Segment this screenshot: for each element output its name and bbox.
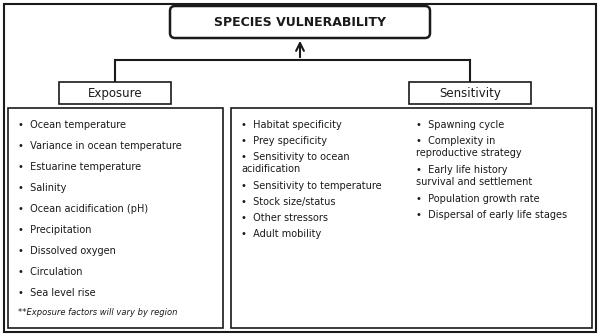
Text: •  Dispersal of early life stages: • Dispersal of early life stages: [416, 210, 567, 220]
FancyBboxPatch shape: [59, 82, 171, 104]
Text: •  Salinity: • Salinity: [18, 183, 67, 193]
Text: •  Complexity in
reproductive strategy: • Complexity in reproductive strategy: [416, 136, 521, 158]
Text: •  Stock size/status: • Stock size/status: [241, 197, 335, 207]
FancyBboxPatch shape: [231, 108, 592, 328]
Text: •  Dissolved oxygen: • Dissolved oxygen: [18, 246, 116, 256]
Text: •  Ocean temperature: • Ocean temperature: [18, 120, 126, 130]
Text: **Exposure factors will vary by region: **Exposure factors will vary by region: [18, 308, 178, 317]
FancyBboxPatch shape: [8, 108, 223, 328]
Text: •  Population growth rate: • Population growth rate: [416, 194, 539, 204]
Text: SPECIES VULNERABILITY: SPECIES VULNERABILITY: [214, 15, 386, 29]
Text: •  Early life history
survival and settlement: • Early life history survival and settle…: [416, 165, 532, 186]
Text: •  Other stressors: • Other stressors: [241, 213, 328, 223]
Text: •  Prey specificity: • Prey specificity: [241, 136, 327, 146]
Text: •  Adult mobility: • Adult mobility: [241, 229, 321, 239]
FancyBboxPatch shape: [170, 6, 430, 38]
Text: Sensitivity: Sensitivity: [439, 86, 501, 99]
Text: •  Ocean acidification (pH): • Ocean acidification (pH): [18, 204, 148, 214]
Text: •  Spawning cycle: • Spawning cycle: [416, 120, 504, 130]
Text: •  Sea level rise: • Sea level rise: [18, 288, 95, 298]
Text: •  Precipitation: • Precipitation: [18, 225, 91, 235]
Text: •  Habitat specificity: • Habitat specificity: [241, 120, 342, 130]
Text: •  Circulation: • Circulation: [18, 267, 83, 277]
Text: •  Sensitivity to temperature: • Sensitivity to temperature: [241, 181, 382, 191]
Text: Exposure: Exposure: [88, 86, 142, 99]
FancyBboxPatch shape: [4, 4, 596, 332]
Text: •  Sensitivity to ocean
acidification: • Sensitivity to ocean acidification: [241, 152, 350, 174]
Text: •  Estuarine temperature: • Estuarine temperature: [18, 162, 141, 172]
FancyBboxPatch shape: [409, 82, 531, 104]
Text: •  Variance in ocean temperature: • Variance in ocean temperature: [18, 141, 182, 151]
